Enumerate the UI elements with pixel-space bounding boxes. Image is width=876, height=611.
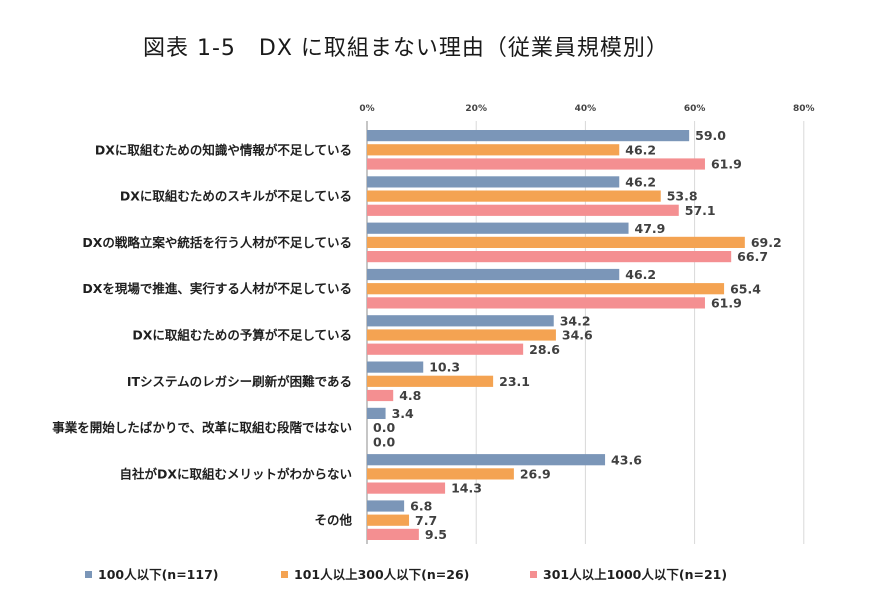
data-label: 34.2	[560, 313, 591, 328]
data-label: 0.0	[373, 420, 395, 435]
bar	[367, 514, 410, 526]
chart-title: 図表 1-5 DX に取組まない理由（従業員規模別）	[143, 36, 669, 61]
bar	[367, 251, 732, 263]
category-label: 事業を開始したばかりで、改革に取組む段階ではない	[52, 420, 352, 435]
bar	[367, 190, 661, 202]
data-label: 26.9	[520, 467, 551, 482]
x-tick-label: 0%	[359, 104, 374, 114]
data-label: 9.5	[425, 527, 447, 542]
data-label: 66.7	[737, 249, 768, 264]
data-label: 53.8	[667, 189, 698, 204]
bar	[367, 297, 705, 309]
bar	[367, 454, 606, 466]
bar	[367, 343, 524, 355]
legend-swatch	[530, 571, 537, 578]
bar	[367, 482, 446, 494]
x-tick-label: 20%	[465, 104, 487, 114]
data-label: 28.6	[529, 342, 560, 357]
data-label: 61.9	[711, 296, 742, 311]
category-label: その他	[314, 513, 352, 528]
legend-swatch	[281, 571, 288, 578]
bar	[367, 283, 725, 295]
bar	[367, 236, 745, 248]
data-label: 10.3	[429, 360, 460, 375]
data-label: 57.1	[685, 203, 716, 218]
x-tick-label: 40%	[575, 104, 597, 114]
data-label: 7.7	[415, 513, 437, 528]
data-label: 61.9	[711, 157, 742, 172]
bar	[367, 468, 514, 480]
data-label: 59.0	[695, 128, 726, 143]
category-label: DXに取組むための予算が不足している	[132, 328, 352, 343]
bar	[367, 528, 419, 540]
bar	[367, 407, 386, 419]
data-label: 14.3	[451, 481, 482, 496]
data-label: 65.4	[730, 281, 761, 296]
data-label: 69.2	[751, 235, 782, 250]
data-label: 4.8	[399, 388, 421, 403]
bar	[367, 315, 554, 327]
category-label: DXに取組むための知識や情報が不足している	[95, 142, 352, 157]
bar	[367, 389, 394, 402]
legend-label: 100人以下(n=117)	[98, 567, 218, 582]
legend-label: 101人以上300人以下(n=26)	[294, 567, 469, 582]
data-label: 34.6	[562, 328, 593, 343]
bar	[367, 361, 424, 373]
data-label: 0.0	[373, 434, 395, 449]
data-label: 43.6	[611, 452, 642, 467]
bar	[367, 176, 620, 188]
bar	[367, 268, 620, 281]
category-label: DXの戦略立案や統括を行う人材が不足している	[82, 235, 352, 250]
bar	[367, 375, 494, 387]
bar	[367, 329, 556, 341]
data-label: 46.2	[625, 142, 656, 157]
bar	[367, 158, 705, 170]
data-label: 3.4	[392, 406, 414, 421]
category-label: DXを現場で推進、実行する人材が不足している	[82, 281, 352, 296]
bar	[367, 144, 620, 156]
category-label: DXに取組むためのスキルが不足している	[120, 189, 352, 204]
bar	[367, 130, 690, 142]
data-label: 6.8	[410, 499, 432, 514]
data-label: 46.2	[625, 175, 656, 190]
category-label: ITシステムのレガシー刷新が困難である	[127, 374, 352, 389]
legend-swatch	[85, 571, 92, 578]
legend-label: 301人以上1000人以下(n=21)	[543, 567, 727, 582]
data-label: 46.2	[625, 267, 656, 282]
category-label: 自社がDXに取組むメリットがわからない	[119, 466, 352, 481]
data-label: 47.9	[635, 221, 666, 236]
bar	[367, 204, 679, 216]
x-tick-label: 80%	[793, 104, 815, 114]
x-tick-label: 60%	[684, 104, 706, 114]
bar	[367, 500, 405, 512]
data-label: 23.1	[499, 374, 530, 389]
bar	[367, 222, 629, 234]
